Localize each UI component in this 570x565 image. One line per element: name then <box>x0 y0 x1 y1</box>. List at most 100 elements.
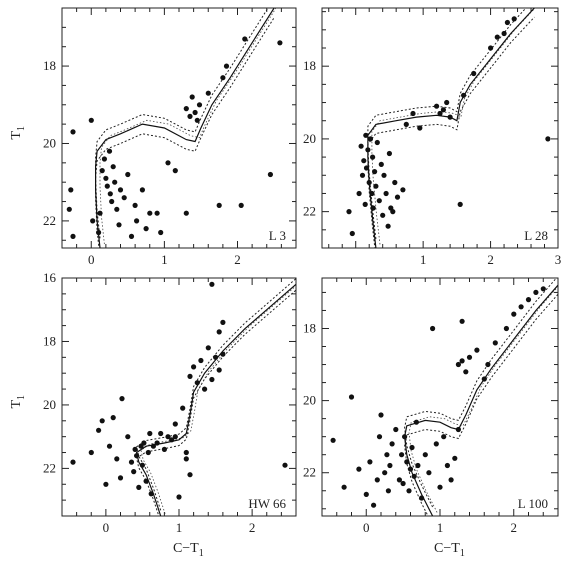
star-point <box>172 434 178 440</box>
star-point <box>103 481 109 487</box>
star-point <box>511 16 517 22</box>
star-point <box>114 456 120 462</box>
star-point <box>370 154 376 160</box>
star-point <box>417 125 423 131</box>
star-point <box>196 102 203 108</box>
star-point <box>88 449 94 456</box>
star-point <box>378 161 384 167</box>
star-point <box>220 319 226 325</box>
x-tick-label: 1 <box>420 252 427 267</box>
star-point <box>277 40 283 46</box>
star-point <box>381 172 387 178</box>
star-point <box>101 156 107 162</box>
x-tick-label: 1 <box>437 520 444 535</box>
star-point <box>198 357 204 364</box>
star-point <box>139 462 145 468</box>
y-axis-title: T1 <box>9 126 27 140</box>
star-point <box>474 347 480 353</box>
isochrone-line <box>95 8 275 248</box>
star-point <box>404 459 410 465</box>
x-tick-label: 2 <box>511 520 518 535</box>
star-point <box>376 434 383 440</box>
star-point <box>216 329 222 335</box>
star-point <box>411 473 417 479</box>
cmd-panel-4: 0 1 2 18 20 22 L 100 C−T1 <box>303 277 559 559</box>
star-point <box>154 210 160 216</box>
star-point <box>267 171 273 178</box>
star-point <box>176 494 182 500</box>
x-tick-label: 1 <box>176 520 183 535</box>
x-tick-label: 1 <box>161 252 168 267</box>
star-point <box>172 421 178 427</box>
star-point <box>131 469 137 475</box>
star-point <box>106 148 113 154</box>
star-point <box>139 187 145 193</box>
star-point <box>407 466 414 472</box>
star-point <box>380 212 386 218</box>
star-point <box>189 94 195 100</box>
star-point <box>110 164 116 170</box>
star-point <box>180 405 186 411</box>
cmd-panel-3: 0 1 2 16 18 20 22 HW 66 T1 C−T1 <box>9 270 297 559</box>
star-point <box>154 440 160 446</box>
star-point <box>165 434 171 440</box>
star-point <box>110 415 116 421</box>
star-point <box>481 376 487 382</box>
star-point <box>494 34 500 40</box>
star-point <box>117 187 124 193</box>
y-tick-label: 18 <box>303 320 316 335</box>
x-axis-title: C−T1 <box>434 541 465 559</box>
star-point <box>426 470 432 476</box>
isochrone-lower-envelope <box>367 16 535 248</box>
star-point <box>366 179 372 186</box>
star-point <box>385 223 391 229</box>
star-point <box>68 187 74 193</box>
star-point <box>492 340 498 346</box>
star-point <box>384 452 390 458</box>
star-point <box>471 70 477 77</box>
star-point <box>183 456 189 462</box>
star-point <box>367 459 373 465</box>
star-point <box>447 114 453 120</box>
star-point <box>242 36 248 42</box>
star-point <box>348 394 355 400</box>
star-point <box>455 361 461 368</box>
star-point <box>109 198 115 205</box>
star-point <box>99 418 105 424</box>
star-point <box>346 209 352 215</box>
star-point <box>383 190 389 197</box>
cmd-panel-2: 1 2 3 18 20 22 L 28 <box>303 7 562 267</box>
x-tick-label: 2 <box>249 520 256 535</box>
panel-label: HW 66 <box>248 496 286 511</box>
star-point <box>216 202 222 208</box>
cmd-panel-1: 0 1 2 18 20 22 L 3 T1 <box>9 7 297 267</box>
star-point <box>202 386 208 392</box>
isochrone-lower-envelope <box>404 293 558 516</box>
star-point <box>372 169 378 175</box>
star-point <box>525 297 532 303</box>
star-point <box>132 202 138 208</box>
x-tick-label: 2 <box>234 252 241 267</box>
x-tick-label: 2 <box>487 252 494 267</box>
star-point <box>349 230 355 237</box>
star-point <box>66 206 72 212</box>
y-tick-label: 22 <box>43 213 56 228</box>
star-point <box>365 147 371 153</box>
star-point <box>406 488 412 494</box>
y-tick-label: 22 <box>303 465 316 480</box>
isochrone-lower-envelope <box>95 17 275 248</box>
star-point <box>192 109 198 116</box>
star-point <box>433 441 439 447</box>
star-point <box>466 354 473 360</box>
panel-frame <box>321 7 559 249</box>
star-point <box>88 117 94 123</box>
star-point <box>504 19 510 26</box>
star-point <box>400 187 406 193</box>
star-point <box>121 195 127 201</box>
star-point <box>441 434 447 440</box>
star-point <box>205 345 211 351</box>
x-tick-label: 3 <box>555 252 562 267</box>
star-point <box>518 304 524 310</box>
panel-label: L 28 <box>524 228 548 243</box>
